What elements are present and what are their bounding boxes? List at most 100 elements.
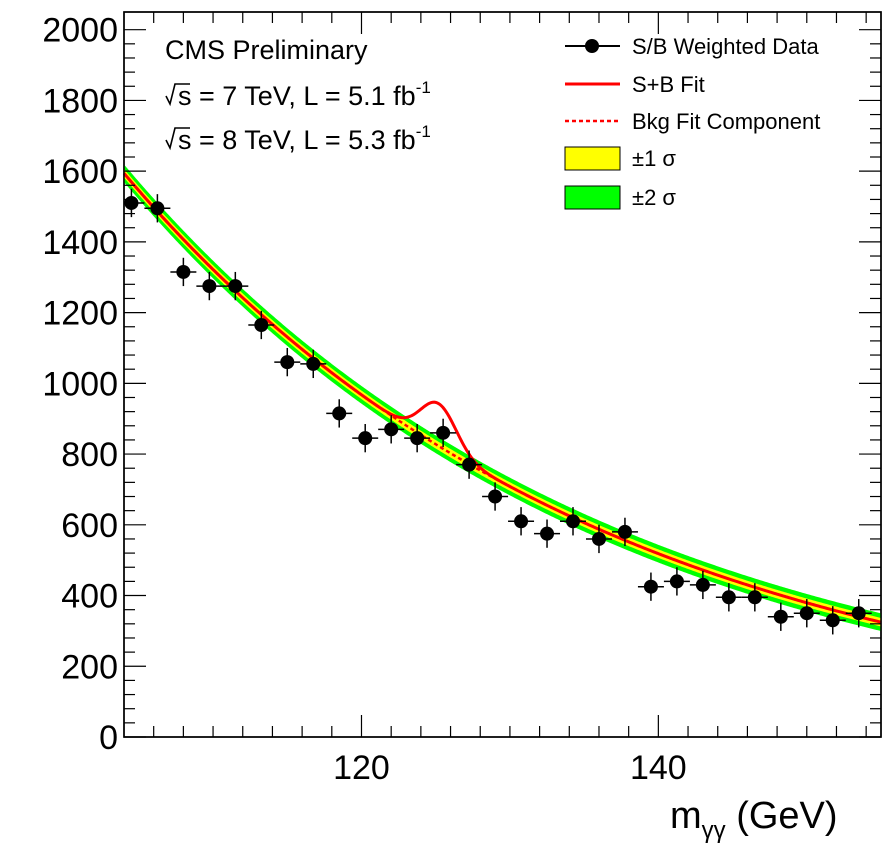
data-point [689, 570, 716, 600]
data-marker [721, 590, 736, 605]
legend-item-bkg: Bkg Fit Component [565, 109, 820, 134]
energy-line-2-sup: -1 [416, 122, 431, 141]
data-point [222, 271, 249, 301]
data-point [793, 599, 820, 628]
y-tick-label: 600 [61, 507, 118, 545]
data-marker [462, 457, 477, 472]
plot-area [123, 11, 882, 738]
data-point [637, 572, 664, 601]
energy-line-1: s = 7 TeV, L = 5.1 fb-1 [165, 78, 431, 111]
svg-text:±1 σ: ±1 σ [632, 146, 676, 171]
data-marker [851, 606, 866, 621]
data-points [124, 188, 872, 635]
legend-swatch-band1 [564, 146, 621, 171]
data-marker [124, 195, 139, 210]
data-point [534, 519, 561, 548]
y-tick-label: 1200 [42, 295, 118, 333]
data-marker [150, 201, 165, 216]
data-point [326, 399, 353, 428]
plot-frame [123, 11, 882, 738]
data-point [456, 450, 483, 479]
data-marker [358, 431, 373, 446]
data-point [663, 567, 690, 596]
data-marker [566, 514, 581, 529]
data-marker [540, 526, 555, 541]
data-marker [202, 279, 217, 294]
data-point [819, 606, 846, 635]
y-tick-label: 0 [99, 719, 118, 757]
data-point [144, 194, 171, 223]
legend-item-band1: ±1 σ [564, 146, 676, 171]
x-tick-label: 120 [333, 749, 390, 787]
y-tick-label: 400 [61, 578, 118, 616]
data-marker [254, 317, 269, 332]
data-marker [384, 422, 399, 437]
data-marker [747, 590, 762, 605]
data-point [378, 415, 405, 444]
data-point [767, 602, 794, 631]
legend-item-fit: S+B Fit [565, 72, 705, 97]
data-point [508, 507, 535, 536]
data-marker [617, 524, 632, 539]
data-marker [228, 279, 243, 294]
data-point [352, 424, 379, 453]
svg-text:s = 8 TeV, L = 5.3 fb-1: s = 8 TeV, L = 5.3 fb-1 [178, 122, 431, 155]
data-marker [332, 406, 347, 421]
sqrt-symbol [165, 127, 190, 151]
y-tick-label: 1000 [42, 365, 118, 403]
data-point [404, 424, 431, 453]
svg-text:s = 7 TeV, L = 5.1 fb-1: s = 7 TeV, L = 5.1 fb-1 [178, 78, 431, 111]
data-marker [695, 577, 710, 592]
data-marker [514, 514, 529, 529]
y-tick-label: 800 [61, 436, 118, 474]
data-marker [825, 613, 840, 628]
energy-line-1-text: s = 7 TeV, L = 5.1 fb [178, 81, 416, 111]
svg-text:±2 σ: ±2 σ [632, 185, 676, 210]
data-marker [773, 609, 788, 624]
data-marker [591, 531, 606, 546]
y-tick-label: 1400 [42, 224, 118, 262]
legend-item-data: S/B Weighted Data [565, 34, 819, 59]
svg-text:S/B Weighted Data: S/B Weighted Data [632, 34, 819, 59]
data-marker [488, 489, 503, 504]
axes-frame [123, 11, 882, 738]
data-point [741, 583, 768, 612]
data-point [196, 271, 223, 301]
svg-text:Bkg Fit Component: Bkg Fit Component [632, 109, 820, 134]
data-marker [643, 579, 658, 594]
data-point [248, 310, 275, 340]
annotation-block: CMS Preliminary s = 7 TeV, L = 5.1 fb-1 … [165, 35, 431, 155]
data-marker [799, 606, 814, 621]
energy-line-2: s = 8 TeV, L = 5.3 fb-1 [165, 122, 431, 155]
y-tick-label: 1600 [42, 153, 118, 191]
sqrt-symbol [165, 83, 190, 107]
data-point [430, 418, 457, 447]
x-tick-label: 140 [630, 749, 687, 787]
data-marker [176, 264, 191, 279]
energy-line-1-sup: -1 [416, 78, 431, 97]
data-point [611, 517, 638, 547]
data-marker [669, 574, 684, 589]
data-point [274, 347, 301, 377]
y-tick-label: 200 [61, 648, 118, 686]
data-point [300, 349, 327, 379]
data-marker [280, 355, 295, 370]
data-marker [436, 425, 451, 440]
data-marker [306, 356, 321, 371]
svg-text:S+B Fit: S+B Fit [632, 72, 705, 97]
data-point [585, 524, 612, 554]
legend-marker-data [585, 39, 599, 53]
experiment-label: CMS Preliminary [165, 35, 368, 65]
legend-item-band2: ±2 σ [564, 185, 676, 210]
y-tick-label: 2000 [42, 12, 118, 50]
axes: 0 200 400 600 800 1000 1200 1400 1600 1800 2000 120… [42, 11, 882, 787]
data-point [845, 599, 872, 628]
data-point [715, 583, 742, 612]
data-point [170, 257, 197, 287]
x-axis-title: mγγ (GeV) [670, 795, 838, 844]
data-point [560, 507, 586, 536]
legend-swatch-band2 [564, 185, 621, 210]
legend: S/B Weighted Data S+B Fit Bkg Fit Compon… [564, 34, 820, 210]
data-marker [410, 431, 425, 446]
